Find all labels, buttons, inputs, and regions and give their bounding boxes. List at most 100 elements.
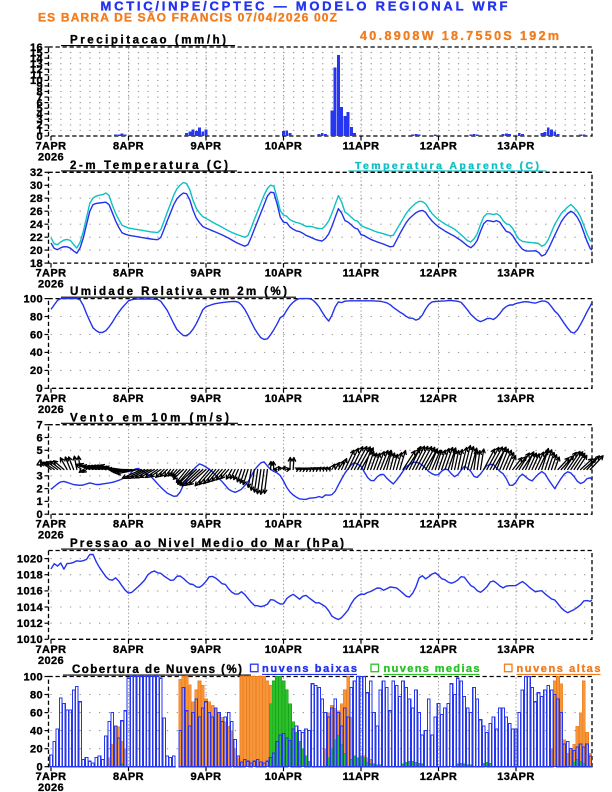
svg-text:30: 30: [30, 180, 43, 192]
svg-text:ES BARRA DE SÃO FRANCIS 07/0: ES BARRA DE SÃO FRANCIS 07/04/2026 00Z: [38, 9, 337, 24]
svg-text:12APR: 12APR: [420, 268, 457, 280]
svg-text:7APR: 7APR: [36, 393, 67, 405]
svg-text:8APR: 8APR: [113, 393, 144, 405]
svg-text:nuvens altas: nuvens altas: [517, 663, 601, 675]
svg-text:11APR: 11APR: [343, 644, 380, 656]
svg-text:6: 6: [36, 432, 43, 444]
svg-text:8APR: 8APR: [113, 141, 144, 153]
svg-text:7APR: 7APR: [36, 141, 67, 153]
svg-text:3: 3: [36, 114, 43, 126]
svg-text:2026: 2026: [38, 530, 64, 542]
svg-text:60: 60: [30, 707, 43, 719]
svg-text:20: 20: [30, 365, 43, 377]
svg-text:2: 2: [36, 120, 43, 132]
svg-text:9APR: 9APR: [191, 141, 222, 153]
svg-text:7APR: 7APR: [36, 268, 67, 280]
svg-text:12APR: 12APR: [420, 644, 457, 656]
svg-text:11APR: 11APR: [343, 141, 380, 153]
svg-text:MCTIC/INPE/CPTEC — MODELO REGI: MCTIC/INPE/CPTEC — MODELO REGIONAL WRF: [101, 0, 508, 13]
svg-text:18: 18: [30, 258, 43, 270]
svg-text:11APR: 11APR: [343, 393, 380, 405]
svg-text:2026: 2026: [38, 279, 64, 291]
svg-text:10APR: 10APR: [265, 644, 302, 656]
svg-text:13APR: 13APR: [497, 644, 534, 656]
svg-text:10APR: 10APR: [265, 141, 302, 153]
svg-text:12APR: 12APR: [420, 519, 457, 531]
svg-text:0: 0: [36, 762, 43, 774]
svg-text:4: 4: [36, 109, 43, 121]
svg-text:8APR: 8APR: [113, 519, 144, 531]
svg-text:10APR: 10APR: [265, 771, 302, 783]
svg-text:15: 15: [30, 47, 43, 59]
svg-text:6: 6: [36, 97, 43, 109]
svg-text:2: 2: [36, 483, 43, 495]
svg-text:1: 1: [36, 125, 43, 137]
svg-text:2026: 2026: [38, 404, 64, 416]
svg-text:13APR: 13APR: [497, 771, 534, 783]
svg-text:13: 13: [30, 59, 43, 71]
svg-text:2-m Temperatura (C): 2-m Temperatura (C): [70, 160, 228, 172]
svg-text:1016: 1016: [17, 586, 43, 598]
svg-text:14: 14: [30, 53, 44, 65]
svg-text:12APR: 12APR: [420, 771, 457, 783]
svg-text:12APR: 12APR: [420, 393, 457, 405]
svg-text:9APR: 9APR: [191, 268, 222, 280]
svg-text:4: 4: [36, 458, 43, 470]
svg-text:2026: 2026: [38, 152, 64, 164]
svg-text:80: 80: [30, 689, 43, 701]
svg-text:7APR: 7APR: [36, 644, 67, 656]
svg-text:8APR: 8APR: [113, 644, 144, 656]
svg-text:32: 32: [30, 167, 43, 179]
svg-text:0: 0: [36, 131, 43, 143]
svg-text:40: 40: [30, 725, 43, 737]
svg-text:40.8908W 18.7550S 192m: 40.8908W 18.7550S 192m: [360, 29, 559, 43]
svg-text:13APR: 13APR: [497, 393, 534, 405]
svg-text:nuvens baixas: nuvens baixas: [262, 663, 357, 675]
svg-text:26: 26: [30, 206, 43, 218]
svg-text:9APR: 9APR: [191, 519, 222, 531]
svg-text:1010: 1010: [17, 634, 43, 646]
svg-text:5: 5: [36, 445, 43, 457]
svg-text:Cobertura de Nuvens (%): Cobertura de Nuvens (%): [72, 664, 242, 676]
svg-text:9APR: 9APR: [191, 644, 222, 656]
svg-text:2026: 2026: [38, 655, 64, 667]
svg-text:12APR: 12APR: [420, 141, 457, 153]
svg-text:100: 100: [23, 671, 43, 683]
svg-text:22: 22: [30, 232, 43, 244]
svg-text:11APR: 11APR: [343, 268, 380, 280]
svg-text:1012: 1012: [17, 618, 43, 630]
svg-text:1: 1: [36, 496, 43, 508]
svg-text:24: 24: [30, 219, 44, 231]
svg-text:7: 7: [36, 92, 43, 104]
svg-text:11: 11: [31, 70, 43, 82]
svg-text:9APR: 9APR: [191, 771, 222, 783]
svg-text:10APR: 10APR: [265, 268, 302, 280]
svg-text:2026: 2026: [38, 782, 64, 792]
svg-text:0: 0: [36, 383, 43, 395]
svg-text:20: 20: [30, 744, 43, 756]
svg-text:40: 40: [30, 347, 43, 359]
svg-text:8APR: 8APR: [113, 771, 144, 783]
svg-text:100: 100: [23, 293, 43, 305]
svg-text:9: 9: [36, 81, 43, 93]
svg-text:5: 5: [36, 103, 43, 115]
svg-text:12: 12: [30, 64, 43, 76]
svg-text:1014: 1014: [17, 602, 44, 614]
svg-text:9APR: 9APR: [191, 393, 222, 405]
svg-text:16: 16: [30, 42, 43, 54]
svg-text:10: 10: [30, 75, 43, 87]
svg-text:60: 60: [30, 329, 43, 341]
svg-text:nuvens medias: nuvens medias: [384, 663, 480, 675]
svg-text:13APR: 13APR: [497, 519, 534, 531]
svg-text:7APR: 7APR: [36, 519, 67, 531]
svg-text:8: 8: [36, 86, 43, 98]
svg-text:11APR: 11APR: [343, 771, 380, 783]
svg-text:13APR: 13APR: [497, 141, 534, 153]
svg-text:13APR: 13APR: [497, 268, 534, 280]
svg-text:Pressao ao Nivel Medio do Mar: Pressao ao Nivel Medio do Mar (hPa): [70, 538, 344, 550]
svg-text:7APR: 7APR: [36, 771, 67, 783]
svg-text:11APR: 11APR: [343, 519, 380, 531]
svg-text:20: 20: [30, 245, 43, 257]
svg-text:1020: 1020: [17, 553, 43, 565]
svg-text:80: 80: [30, 311, 43, 323]
